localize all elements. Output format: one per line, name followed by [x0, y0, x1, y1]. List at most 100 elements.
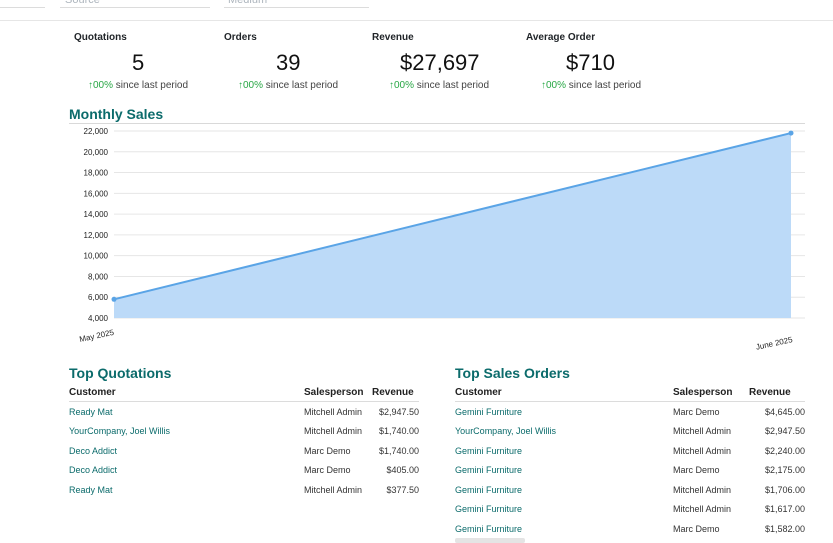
table-row[interactable]: Ready Mat Mitchell Admin $2,947.50 — [69, 402, 419, 422]
kpi-trend-pct: 00% — [243, 80, 264, 91]
top-quotations-title: Top Quotations — [69, 365, 172, 381]
y-tick-label: 10,000 — [84, 252, 109, 261]
revenue-cell: $1,740.00 — [378, 445, 419, 456]
column-header-salesperson[interactable]: Salesperson — [673, 383, 749, 402]
monthly-sales-title: Monthly Sales — [69, 106, 164, 122]
salesperson-cell: Mitchell Admin — [304, 426, 363, 437]
kpi-trend: ↑00% since last period — [541, 80, 641, 91]
column-header-customer[interactable]: Customer — [69, 383, 304, 402]
monthly-sales-chart: 4,000 6,000 8,000 10,000 12,000 14,000 16,000 1… — [79, 127, 805, 352]
medium-filter-underline — [224, 7, 369, 8]
kpi-trend-text: since last period — [568, 80, 642, 91]
kpi-label: Revenue — [372, 32, 414, 43]
table-header-row: Customer Salesperson Revenue — [69, 383, 419, 402]
top-quotations-table: Customer Salesperson Revenue Ready Mat Mi… — [69, 383, 419, 500]
salesperson-cell: Mitchell Admin — [673, 484, 732, 495]
salesperson-cell: Mitchell Admin — [673, 445, 732, 456]
customer-cell[interactable]: Gemini Furniture — [455, 406, 523, 417]
kpi-trend-text: since last period — [115, 80, 189, 91]
y-tick-label: 20,000 — [84, 148, 109, 157]
salesperson-cell: Marc Demo — [304, 465, 351, 476]
table-row[interactable]: Deco Addict Marc Demo $1,740.00 — [69, 441, 419, 461]
column-header-revenue[interactable]: Revenue — [749, 383, 805, 402]
column-header-customer[interactable]: Customer — [455, 383, 673, 402]
arrow-up-icon: ↑ — [238, 80, 243, 91]
column-header-salesperson[interactable]: Salesperson — [304, 383, 372, 402]
top-sales-orders-table: Customer Salesperson Revenue Gemini Furn… — [455, 383, 805, 539]
salesperson-cell: Marc Demo — [673, 406, 720, 417]
table-row[interactable]: Gemini Furniture Mitchell Admin $1,706.00 — [455, 480, 805, 500]
kpi-trend-pct: 00% — [394, 80, 415, 91]
y-tick-label: 22,000 — [84, 127, 109, 136]
y-axis: 4,000 6,000 8,000 10,000 12,000 14,000 16,000 1… — [84, 127, 109, 323]
table-row[interactable]: YourCompany, Joel Willis Mitchell Admin $1… — [69, 422, 419, 442]
source-filter-input[interactable]: Source — [65, 0, 100, 6]
revenue-cell: $2,947.50 — [764, 426, 805, 437]
customer-cell[interactable]: Deco Addict — [69, 445, 118, 456]
arrow-up-icon: ↑ — [541, 80, 546, 91]
y-tick-label: 16,000 — [84, 189, 109, 198]
customer-cell[interactable]: Gemini Furniture — [455, 504, 523, 515]
customer-cell[interactable]: Ready Mat — [69, 406, 113, 417]
y-tick-label: 12,000 — [84, 231, 109, 240]
section-divider — [69, 123, 805, 124]
arrow-up-icon: ↑ — [389, 80, 394, 91]
customer-cell[interactable]: Gemini Furniture — [455, 523, 523, 534]
x-axis: May 2025 June 2025 — [79, 328, 794, 352]
salesperson-cell: Mitchell Admin — [673, 504, 732, 515]
salesperson-cell: Mitchell Admin — [304, 484, 363, 495]
kpi-trend: ↑00% since last period — [88, 80, 188, 91]
revenue-cell: $405.00 — [386, 465, 419, 476]
table-row[interactable]: Gemini Furniture Mitchell Admin $1,617.00 — [455, 500, 805, 520]
customer-cell[interactable]: Gemini Furniture — [455, 445, 523, 456]
filter-underline — [0, 7, 45, 8]
kpi-label: Quotations — [74, 32, 127, 43]
kpi-value: $27,697 — [400, 50, 480, 75]
revenue-cell: $1,706.00 — [764, 484, 805, 495]
sales-area — [114, 133, 791, 318]
y-tick-label: 4,000 — [88, 314, 109, 323]
table-row[interactable]: Gemini Furniture Marc Demo $2,175.00 — [455, 461, 805, 481]
arrow-up-icon: ↑ — [88, 80, 93, 91]
data-point[interactable] — [111, 296, 117, 302]
filter-bar: Source Medium — [0, 0, 833, 21]
table-header-row: Customer Salesperson Revenue — [455, 383, 805, 402]
scrollbar[interactable] — [455, 538, 525, 543]
revenue-cell: $2,240.00 — [764, 445, 805, 456]
revenue-cell: $2,947.50 — [378, 406, 419, 417]
data-point[interactable] — [788, 130, 794, 136]
salesperson-cell: Marc Demo — [673, 523, 720, 534]
y-tick-label: 6,000 — [88, 293, 109, 302]
kpi-trend-text: since last period — [416, 80, 490, 91]
customer-cell[interactable]: YourCompany, Joel Willis — [69, 426, 171, 437]
kpi-trend: ↑00% since last period — [238, 80, 338, 91]
table-row[interactable]: Gemini Furniture Marc Demo $1,582.00 — [455, 519, 805, 539]
y-tick-label: 14,000 — [84, 210, 109, 219]
kpi-label: Orders — [224, 32, 257, 43]
medium-filter-input[interactable]: Medium — [228, 0, 268, 6]
table-row[interactable]: Ready Mat Mitchell Admin $377.50 — [69, 480, 419, 500]
kpi-trend-pct: 00% — [93, 80, 114, 91]
table-row[interactable]: Gemini Furniture Mitchell Admin $2,240.00 — [455, 441, 805, 461]
customer-cell[interactable]: Ready Mat — [69, 484, 113, 495]
table-row[interactable]: Deco Addict Marc Demo $405.00 — [69, 461, 419, 481]
table-row[interactable]: YourCompany, Joel Willis Mitchell Admin $2… — [455, 422, 805, 442]
kpi-trend: ↑00% since last period — [389, 80, 489, 91]
y-tick-label: 8,000 — [88, 272, 109, 281]
x-tick-label: June 2025 — [755, 335, 794, 352]
revenue-cell: $1,582.00 — [764, 523, 805, 534]
revenue-cell: $1,740.00 — [378, 426, 419, 437]
sales-line — [113, 132, 792, 301]
salesperson-cell: Marc Demo — [304, 445, 351, 456]
customer-cell[interactable]: Deco Addict — [69, 465, 118, 476]
customer-cell[interactable]: YourCompany, Joel Willis — [455, 426, 557, 437]
table-row[interactable]: Gemini Furniture Marc Demo $4,645.00 — [455, 402, 805, 422]
y-tick-label: 18,000 — [84, 169, 109, 178]
kpi-label: Average Order — [526, 32, 596, 43]
customer-cell[interactable]: Gemini Furniture — [455, 484, 523, 495]
column-header-revenue[interactable]: Revenue — [372, 383, 419, 402]
salesperson-cell: Marc Demo — [673, 465, 720, 476]
customer-cell[interactable]: Gemini Furniture — [455, 465, 523, 476]
kpi-trend-text: since last period — [265, 80, 339, 91]
x-tick-label: May 2025 — [79, 328, 116, 344]
